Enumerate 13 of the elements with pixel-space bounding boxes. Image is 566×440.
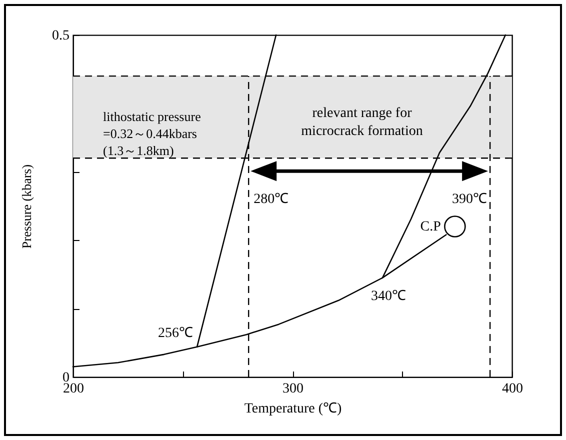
- annotation: relevant range for microcrack formation: [301, 106, 423, 140]
- band-label: lithostatic pressure =0.32～0.44kbars (1.3～1.8km): [103, 109, 202, 158]
- y-axis-title: Pressure (kbars): [19, 164, 34, 249]
- ref-line-label: 280℃: [254, 192, 289, 208]
- annotation: C.P: [420, 220, 442, 235]
- x-tick-label: 200: [63, 382, 84, 396]
- ref-line-label: 390℃: [452, 192, 488, 208]
- x-tick-label: 300: [282, 382, 304, 396]
- annotation: 340℃: [370, 288, 406, 304]
- y-tick-label: 0.5: [52, 28, 70, 44]
- x-axis-title: Temperature (℃): [244, 402, 342, 416]
- x-tick-label: 400: [502, 382, 523, 396]
- annotation: 256℃: [158, 326, 194, 341]
